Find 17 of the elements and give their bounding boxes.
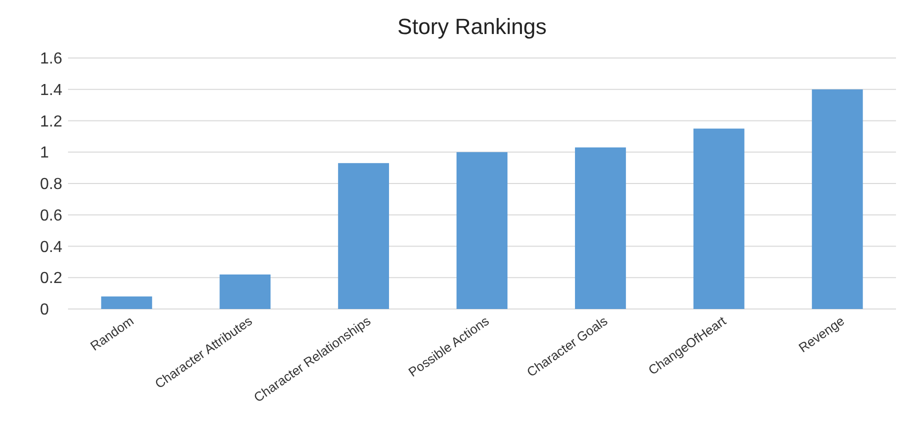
y-tick-label: 0.2 xyxy=(40,270,62,288)
y-tick-label: 0.8 xyxy=(40,176,62,194)
y-tick-label: 1 xyxy=(40,144,49,162)
y-tick-label: 1.4 xyxy=(40,82,62,99)
bar xyxy=(338,163,390,309)
bar xyxy=(220,274,271,309)
y-tick-label: 0.6 xyxy=(40,207,62,224)
bar xyxy=(456,152,508,309)
bar xyxy=(693,128,744,309)
y-tick-label: 1.6 xyxy=(40,50,62,68)
bar xyxy=(574,147,626,309)
bar xyxy=(812,89,863,309)
y-tick-label: 1.2 xyxy=(40,113,62,130)
y-tick-label: 0 xyxy=(40,302,49,319)
chart-title: Story Rankings xyxy=(397,14,547,39)
bar xyxy=(101,296,152,309)
y-tick-label: 0.4 xyxy=(40,238,62,256)
